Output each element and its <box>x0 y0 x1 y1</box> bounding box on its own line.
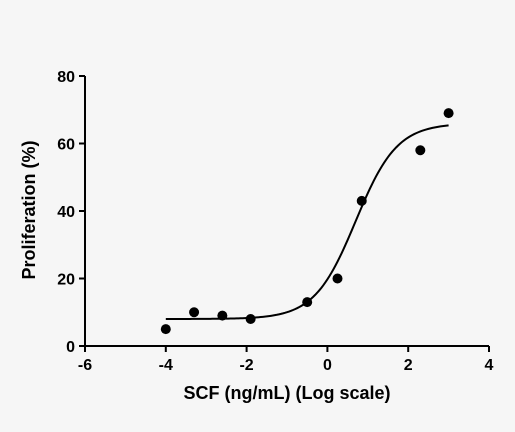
data-point <box>189 307 200 318</box>
data-point <box>245 314 256 324</box>
data-point <box>443 108 454 119</box>
fit-curve-layer <box>165 124 449 320</box>
data-points-layer <box>160 108 454 335</box>
y-tick-label: 0 <box>66 339 75 356</box>
x-axis-title: SCF (ng/mL) (Log scale) <box>184 383 391 403</box>
y-tick-label: 60 <box>57 137 75 154</box>
x-tick-label: 4 <box>485 357 494 374</box>
y-axis-title: Proliferation (%) <box>19 140 39 279</box>
data-point <box>217 310 228 321</box>
data-point <box>332 273 343 284</box>
y-tick-label: 40 <box>57 204 75 221</box>
x-tick-label: 2 <box>404 357 413 374</box>
data-point <box>415 145 426 156</box>
x-tick-label: 0 <box>323 357 332 374</box>
y-tick-label: 80 <box>57 69 75 86</box>
data-point <box>302 297 313 308</box>
data-point <box>160 324 171 335</box>
fit-curve <box>165 124 449 320</box>
x-tick-label: -2 <box>239 357 253 374</box>
x-tick-label: -4 <box>159 357 173 374</box>
y-tick-label: 20 <box>57 272 75 289</box>
x-tick-label: -6 <box>78 357 92 374</box>
data-point <box>356 195 367 206</box>
